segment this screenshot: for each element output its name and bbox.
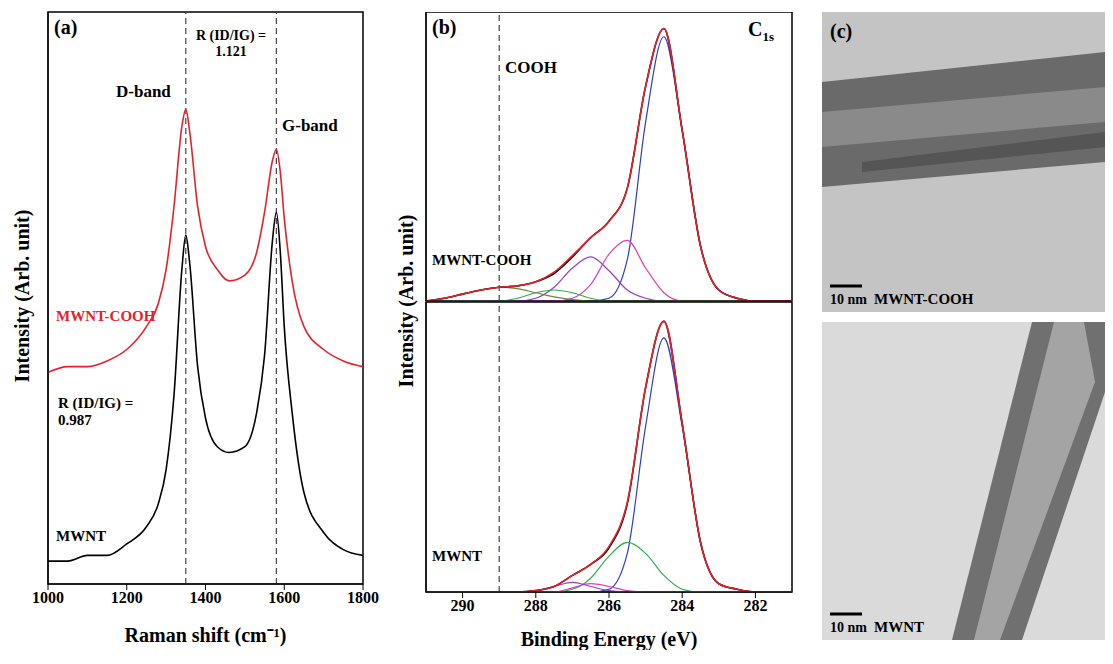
svg-text:(c): (c) <box>830 20 852 43</box>
html-text:D-band: D-band <box>116 82 171 101</box>
html-text:R (ID/IG) =: R (ID/IG) = <box>58 395 134 411</box>
svg-text:290: 290 <box>451 597 475 614</box>
svg-text:1800: 1800 <box>347 589 379 606</box>
svg-text:1600: 1600 <box>268 589 300 606</box>
html-text:MWNT-COOH: MWNT-COOH <box>432 252 532 268</box>
svg-text:Binding Energy (eV): Binding Energy (eV) <box>521 628 698 650</box>
svg-text:MWNT: MWNT <box>874 619 924 635</box>
html-text:R (ID/IG) =: R (ID/IG) = <box>195 28 267 43</box>
html-text:0.987: 0.987 <box>58 412 92 429</box>
svg-text:10 nm: 10 nm <box>830 620 867 635</box>
svg-text:288: 288 <box>524 597 548 614</box>
html-text:MWNT: MWNT <box>56 528 106 544</box>
html-text:Intensity (Arb. unit): Intensity (Arb. unit) <box>11 209 33 383</box>
html-text:(b): (b) <box>432 16 457 38</box>
html-text:COOH: COOH <box>505 58 557 77</box>
html-text:1.121: 1.121 <box>215 44 247 60</box>
html-text:G-band: G-band <box>282 116 338 135</box>
html-text:C1s: C1s <box>748 18 774 44</box>
svg-text:1400: 1400 <box>190 589 222 606</box>
svg-text:284: 284 <box>670 597 694 614</box>
html-text:(a): (a) <box>54 16 78 38</box>
svg-text:Raman shift (cm⁻¹): Raman shift (cm⁻¹) <box>125 624 287 647</box>
svg-text:282: 282 <box>743 597 767 614</box>
html-text:Intensity (Arb. unit): Intensity (Arb. unit) <box>395 214 417 388</box>
html-text:MWNT-COOH: MWNT-COOH <box>56 308 156 324</box>
svg-text:286: 286 <box>597 597 621 614</box>
html-text:MWNT: MWNT <box>432 548 482 564</box>
svg-text:MWNT-COOH: MWNT-COOH <box>874 291 974 307</box>
svg-text:1000: 1000 <box>32 589 64 606</box>
svg-text:10 nm: 10 nm <box>830 292 867 307</box>
svg-text:1200: 1200 <box>111 589 143 606</box>
